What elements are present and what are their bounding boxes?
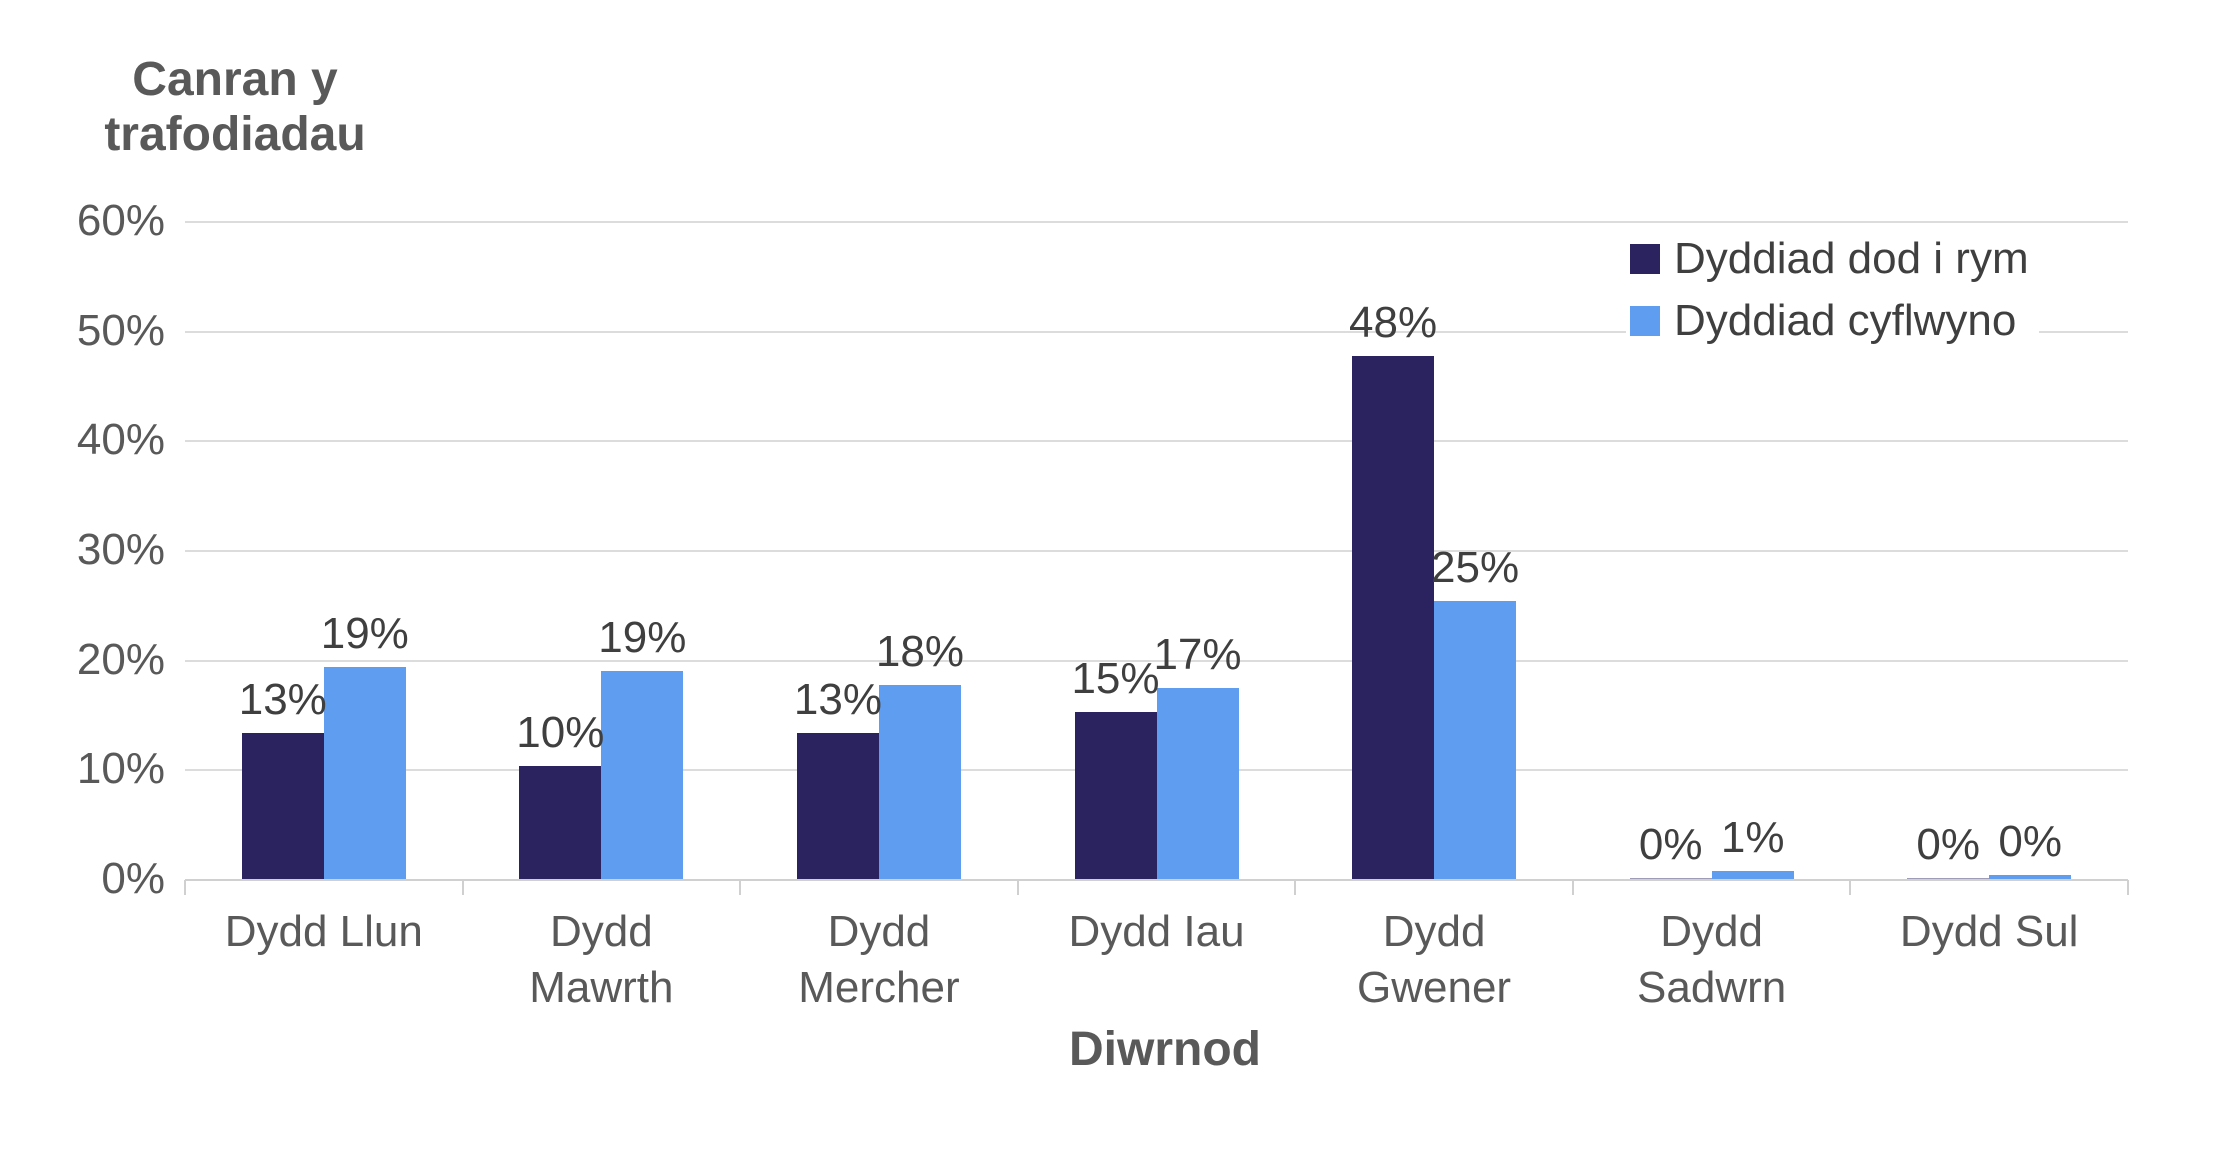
y-axis-tick-label: 40% [76, 415, 165, 465]
gridline [185, 221, 2128, 223]
bar-dyddiad-cyflwyno [1156, 688, 1239, 880]
data-label: 19% [320, 609, 409, 659]
x-axis-tick [1294, 880, 1297, 895]
legend-swatch-icon [1630, 306, 1660, 336]
data-label: 15% [1071, 654, 1160, 704]
bar-dyddiad-cyflwyno [1989, 875, 2072, 880]
x-axis-line [185, 879, 2128, 881]
y-axis-tick-label: 0% [101, 854, 165, 903]
data-label: 1% [1720, 813, 1785, 863]
category-label: Dydd Mawrth [529, 907, 674, 1013]
data-label: 0% [1916, 820, 1980, 869]
x-axis-tick [1571, 880, 1574, 895]
bar-dyddiad-cyflwyno [323, 667, 406, 880]
gridline [185, 550, 2128, 552]
bar-dyddiad-dod-i-rym [1352, 355, 1435, 880]
y-axis-title: Canran y trafodiadau [104, 53, 366, 162]
legend-label: Dyddiad cyflwyno [1674, 296, 2017, 345]
x-axis-tick [1849, 880, 1852, 895]
bar-dyddiad-dod-i-rym [796, 733, 879, 880]
category-label: Dydd Sadwrn [1637, 907, 1787, 1013]
gridline [185, 659, 2128, 662]
legend-swatch-icon [1630, 244, 1660, 274]
y-axis-tick-label: 50% [76, 305, 165, 355]
bar-dyddiad-cyflwyno [601, 670, 684, 880]
x-axis-tick [461, 880, 464, 895]
data-label: 18% [875, 626, 964, 676]
legend-label: Dyddiad dod i rym [1674, 234, 2029, 283]
x-axis-tick [2127, 880, 2129, 895]
bar-dyddiad-cyflwyno [1711, 871, 1794, 880]
legend: Dyddiad dod i rym Dyddiad cyflwyno [1626, 230, 2039, 354]
data-label: 10% [516, 707, 605, 757]
data-label: 17% [1153, 630, 1242, 680]
data-label: 13% [238, 675, 327, 725]
category-label: Dydd Mercher [798, 907, 960, 1013]
bar-dyddiad-dod-i-rym [241, 733, 324, 880]
data-label: 48% [1349, 297, 1438, 347]
category-label: Dydd Iau [1068, 907, 1245, 956]
x-axis-tick [184, 880, 186, 895]
bar-dyddiad-dod-i-rym [519, 765, 602, 880]
data-label: 25% [1431, 543, 1520, 593]
bar-dyddiad-cyflwyno [878, 684, 961, 880]
category-label: Dydd Llun [224, 907, 423, 956]
legend-item: Dyddiad cyflwyno [1630, 296, 2029, 346]
category-label: Dydd Gwener [1357, 907, 1512, 1013]
y-axis-tick-label: 60% [76, 196, 165, 245]
bar-dyddiad-dod-i-rym [1074, 712, 1157, 880]
x-axis-tick [739, 880, 742, 895]
x-axis-title: Diwrnod [1069, 1023, 1261, 1076]
y-axis-tick-label: 20% [76, 634, 165, 684]
gridline [185, 440, 2128, 443]
y-axis-tick-label: 10% [76, 744, 165, 794]
gridline [185, 330, 2128, 333]
data-label: 0% [1638, 820, 1703, 869]
x-axis-tick [1016, 880, 1019, 895]
y-axis-tick-label: 30% [76, 525, 165, 574]
legend-item: Dyddiad dod i rym [1630, 234, 2029, 284]
bar-dyddiad-cyflwyno [1434, 601, 1517, 880]
data-label: 13% [793, 675, 882, 725]
data-label: 0% [1998, 817, 2062, 867]
category-label: Dydd Sul [1899, 907, 2079, 956]
data-label: 19% [598, 612, 687, 662]
